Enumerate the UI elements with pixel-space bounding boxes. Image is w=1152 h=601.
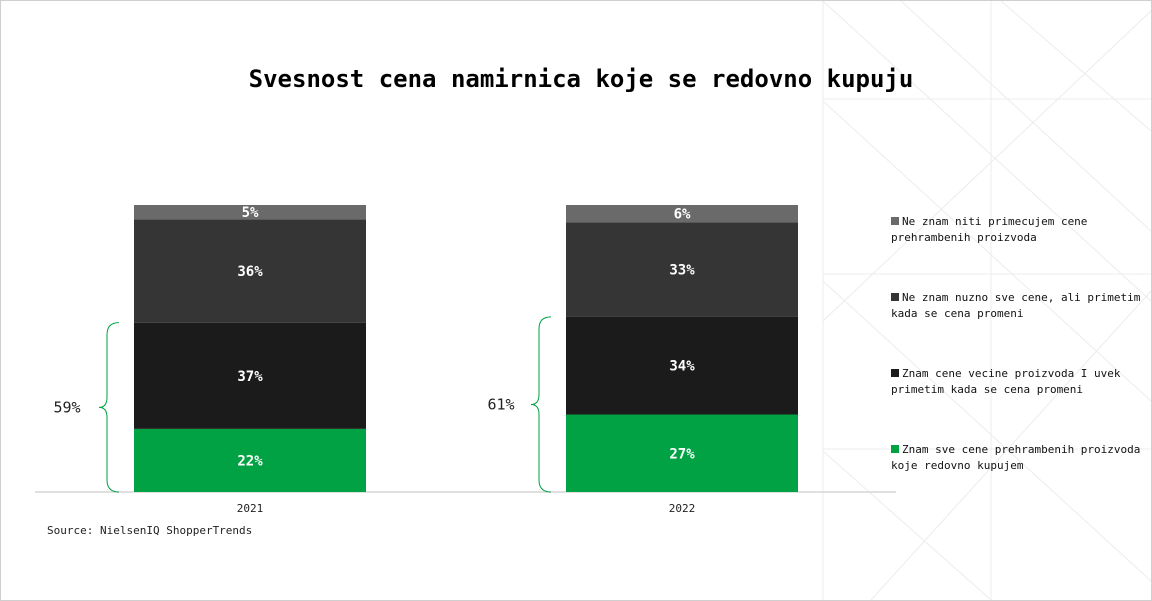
source-note: Source: NielsenIQ ShopperTrends (47, 524, 253, 537)
bar-segment (134, 219, 366, 323)
bar-segment (134, 205, 366, 220)
bar-segment (566, 222, 798, 317)
legend-item: Ne znam niti primecujem cene prehrambeni… (891, 214, 1146, 245)
legend-item: Znam sve cene prehrambenih proizvoda koj… (891, 442, 1146, 473)
legend-label: Znam cene vecine proizvoda I uvek primet… (891, 367, 1121, 396)
legend-item: Znam cene vecine proizvoda I uvek primet… (891, 366, 1146, 397)
bar-segment (566, 316, 798, 415)
legend-label: Znam sve cene prehrambenih proizvoda koj… (891, 443, 1141, 472)
data-label: 5% (242, 205, 259, 221)
legend-swatch (891, 293, 899, 301)
data-label: 36% (237, 264, 263, 280)
legend-swatch (891, 217, 899, 225)
bracket-label: 59% (53, 398, 80, 416)
legend-label: Ne znam nuzno sve cene, ali primetim kad… (891, 291, 1141, 320)
legend-swatch (891, 369, 899, 377)
data-label: 33% (669, 263, 695, 279)
chart-legend: Ne znam niti primecujem cene prehrambeni… (891, 1, 1151, 600)
data-label: 37% (237, 369, 263, 385)
x-tick-label: 2021 (237, 502, 264, 515)
bar-segment (134, 428, 366, 492)
bracket-annotation (98, 322, 120, 493)
bar-segment (134, 322, 366, 429)
legend-item: Ne znam nuzno sve cene, ali primetim kad… (891, 290, 1146, 321)
bar-segment (566, 205, 798, 223)
chart-plot: 22% 37% 36% 5% 2021 59% 27% 34% 33% 6% 2022 61% (35, 205, 896, 515)
data-label: 27% (669, 446, 695, 462)
bracket-label: 61% (487, 395, 514, 413)
x-tick-label: 2022 (669, 502, 696, 515)
chart-title: Svesnost cena namirnica koje se redovno … (248, 65, 914, 93)
data-label: 22% (237, 453, 263, 469)
bracket-annotation (530, 316, 552, 493)
bar-segment (566, 414, 798, 492)
data-label: 34% (669, 359, 695, 375)
data-label: 6% (674, 207, 691, 223)
legend-label: Ne znam niti primecujem cene prehrambeni… (891, 215, 1088, 244)
legend-swatch (891, 445, 899, 453)
